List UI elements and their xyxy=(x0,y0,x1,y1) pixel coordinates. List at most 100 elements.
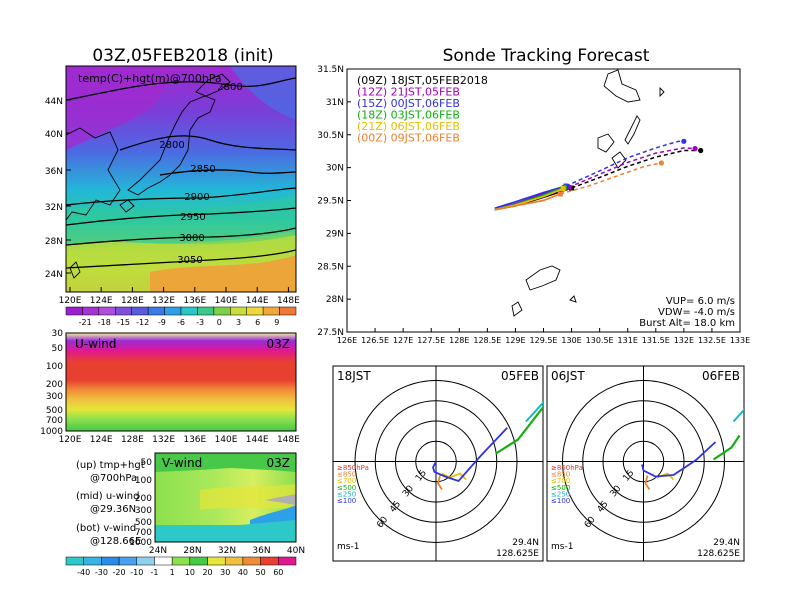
u-wind-y-tick: 300 xyxy=(46,392,63,402)
u-wind-x-tick: 136E xyxy=(183,435,206,445)
track-y-ticks: 31.5N 31N 30.5N 30N 29.5N 29N 28.5N 28N 27.5N xyxy=(317,65,351,338)
hodograph-time: 06JST xyxy=(551,369,585,383)
track-line-dashed-5 xyxy=(560,162,662,195)
map-x-tick: 140E xyxy=(215,296,238,306)
v-wind-x-tick: 40N xyxy=(287,546,305,556)
track-x-tick: 127E xyxy=(393,336,413,345)
track-x-tick: 128E xyxy=(449,336,469,345)
map-x-ticks: 120E 124E 128E 132E 136E 140E 144E 148E xyxy=(59,287,300,306)
u-wind-x-tick: 128E xyxy=(121,435,144,445)
track-legend-entry: (18Z) 03JST,06FEB xyxy=(357,109,460,122)
hodograph-trace-top xyxy=(641,441,717,478)
note-up-1: (up) tmp+hgt xyxy=(76,460,145,471)
track-y-tick: 28.5N xyxy=(317,262,344,272)
note-bot-2: @128.66E xyxy=(90,536,141,547)
hodograph-level: ≤850 xyxy=(337,471,356,479)
colorbar-swatch xyxy=(154,556,173,566)
hodograph-lat: 29.4N xyxy=(512,538,539,548)
hodograph-frame xyxy=(332,365,544,562)
colorbar-label: -12 xyxy=(136,318,149,327)
colorbar-label: -1 xyxy=(150,568,158,577)
colorbar-swatch xyxy=(115,306,132,316)
hodograph-trace-250 xyxy=(525,401,543,423)
colorbar-label: 60 xyxy=(273,568,283,577)
colorbar-swatch xyxy=(82,306,100,316)
colorbar-swatch xyxy=(65,306,83,316)
colorbar-label: 6 xyxy=(255,318,260,327)
track-endpoint-0 xyxy=(698,147,704,154)
track-line-2 xyxy=(494,185,567,210)
right-title: Sonde Tracking Forecast xyxy=(443,46,650,66)
track-x-tick: 130E xyxy=(561,336,581,345)
v-wind-y-tick: 1000 xyxy=(129,538,152,548)
colorbar-label: -18 xyxy=(98,318,111,327)
temperature-colorbar: -21 -18 -15 -12 -9 -6 -3 0 3 6 9 xyxy=(65,306,297,327)
track-x-tick: 129.5E xyxy=(530,336,558,345)
colorbar-swatch xyxy=(101,556,120,566)
colorbar-label: -21 xyxy=(79,318,92,327)
colorbar-label: -15 xyxy=(117,318,130,327)
hodograph-time: 18JST xyxy=(337,369,371,383)
contour-label: 2950 xyxy=(180,212,205,223)
contour-labels: 2800 2800 2850 2900 2950 3000 3050 xyxy=(159,82,242,266)
hodograph-unit: ms-1 xyxy=(551,542,573,552)
hodograph-traces xyxy=(432,401,543,490)
map-y-tick: 36N xyxy=(45,167,63,177)
colorbar-swatch xyxy=(136,556,155,566)
u-wind-y-tick: 200 xyxy=(46,380,63,390)
hodograph-lon: 128.625E xyxy=(697,549,740,559)
hodograph-trace-low xyxy=(644,475,651,490)
note-mid-1: (mid) u-wind xyxy=(76,491,139,502)
hodograph-unit: ms-1 xyxy=(337,542,359,552)
u-wind-y-tick: 500 xyxy=(46,406,63,416)
track-marker-5 xyxy=(557,191,563,197)
hodograph-level: ≤700 xyxy=(337,477,356,485)
wind-colorbar: -40 -30 -20 -10 -1 1 10 20 30 40 50 60 xyxy=(65,556,297,577)
track-line-dashed-2 xyxy=(565,140,684,187)
note-bot-1: (bot) v-wind xyxy=(76,523,136,534)
map-x-tick: 128E xyxy=(121,296,144,306)
track-endpoint-5 xyxy=(658,160,665,166)
v-wind-x-ticks: 24N 28N 32N 36N 40N xyxy=(149,546,305,556)
v-wind-x-tick: 36N xyxy=(252,546,270,556)
colorbar-swatch xyxy=(207,556,226,566)
map-x-tick: 144E xyxy=(246,296,269,306)
track-x-tick: 131E xyxy=(618,336,638,345)
track-line-dashed-1 xyxy=(568,147,696,189)
colorbar-swatch xyxy=(180,306,198,316)
track-endpoint-2 xyxy=(681,138,687,144)
colorbar-swatch xyxy=(246,306,264,316)
hodograph-lat: 29.4N xyxy=(713,538,740,548)
map-y-tick: 24N xyxy=(45,270,63,280)
colorbar-label: -30 xyxy=(95,568,108,577)
hodograph-frame xyxy=(546,365,745,562)
v-wind-y-tick: 500 xyxy=(135,518,152,528)
track-line-5 xyxy=(494,193,561,211)
hodograph-lon: 128.625E xyxy=(496,549,539,559)
colorbar-label: -10 xyxy=(130,568,143,577)
colorbar-swatch xyxy=(224,556,244,566)
track-x-tick: 128.5E xyxy=(473,336,501,345)
track-marker-4 xyxy=(560,186,566,192)
contour-label: 2850 xyxy=(190,164,215,175)
track-x-tick: 126E xyxy=(337,336,357,345)
colorbar-swatch xyxy=(278,556,297,566)
colorbar-swatch xyxy=(164,306,182,316)
u-wind-y-tick: 100 xyxy=(46,362,63,372)
track-stat: VDW= -4.0 m/s xyxy=(658,307,735,318)
map-x-tick: 136E xyxy=(183,296,206,306)
v-wind-y-tick: 100 xyxy=(135,476,152,486)
colorbar-swatch xyxy=(171,556,191,566)
colorbar-swatch xyxy=(197,306,215,316)
colorbar-label: -9 xyxy=(158,318,166,327)
map-x-tick: 124E xyxy=(90,296,113,306)
note-up-2: @700hPa xyxy=(90,473,137,484)
colorbar-label: -3 xyxy=(196,318,204,327)
colorbar-swatch xyxy=(118,556,138,566)
hodograph-level: ≤250 xyxy=(551,490,570,498)
track-lines xyxy=(494,138,704,211)
v-wind-y-tick: 300 xyxy=(135,506,152,516)
track-y-tick: 30.5N xyxy=(317,131,344,141)
